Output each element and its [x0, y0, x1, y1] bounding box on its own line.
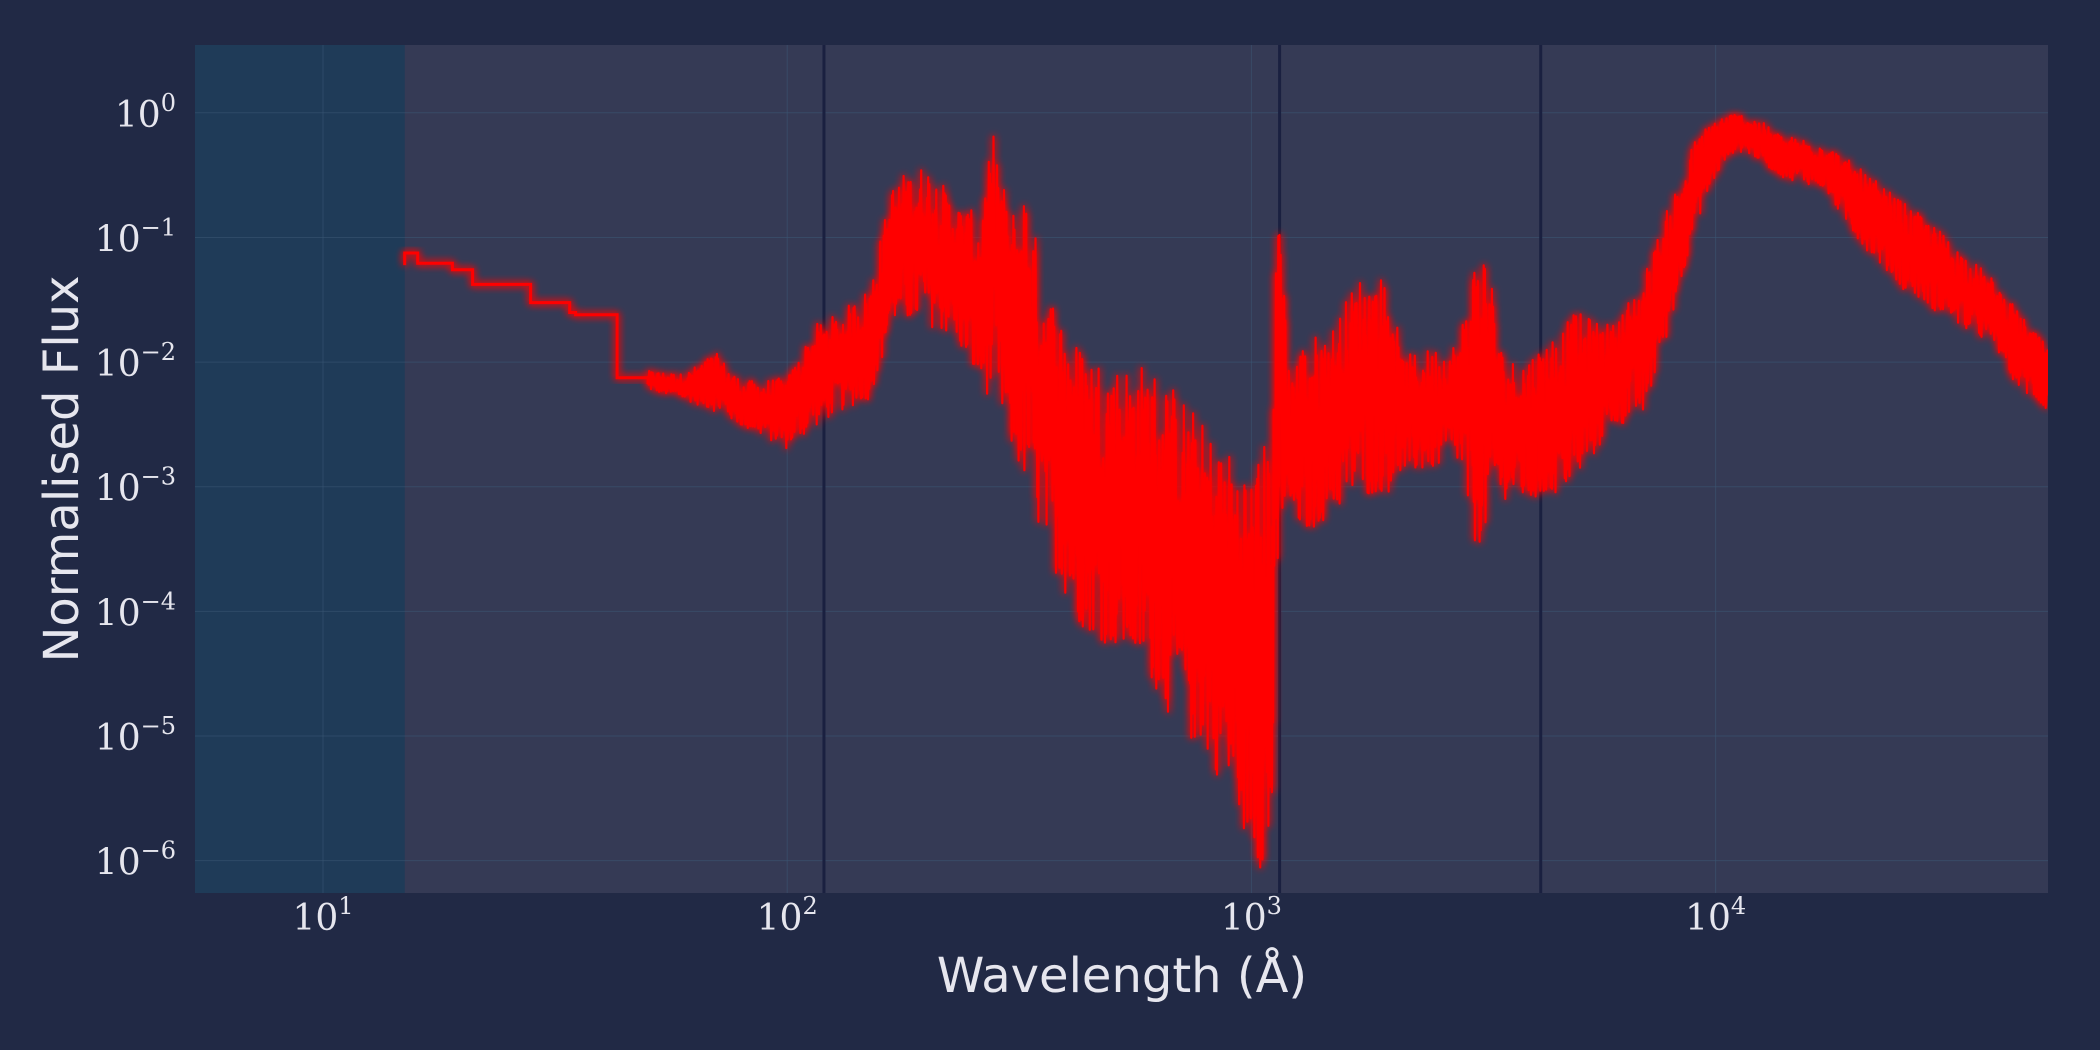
spectrum-step-line [403, 251, 648, 380]
x-tick-label: 102 [757, 892, 818, 939]
x-tick-label: 104 [1685, 892, 1746, 939]
y-axis-title: Normalised Flux [34, 275, 90, 662]
y-tick-label: 100 [115, 89, 176, 136]
x-tick-label: 101 [292, 892, 353, 939]
y-tick-label: 10−4 [95, 587, 176, 634]
y-tick-label: 10−2 [95, 338, 176, 385]
x-axis-title: Wavelength (Å) [937, 947, 1307, 1004]
y-tick-label: 10−3 [95, 463, 176, 510]
spectrum-line [646, 114, 2048, 869]
y-tick-label: 10−6 [95, 837, 176, 884]
y-tick-label: 10−5 [95, 712, 176, 759]
y-tick-label: 10−1 [95, 213, 176, 260]
shaded-region [404, 45, 2048, 893]
x-tick-label: 103 [1221, 892, 1282, 939]
